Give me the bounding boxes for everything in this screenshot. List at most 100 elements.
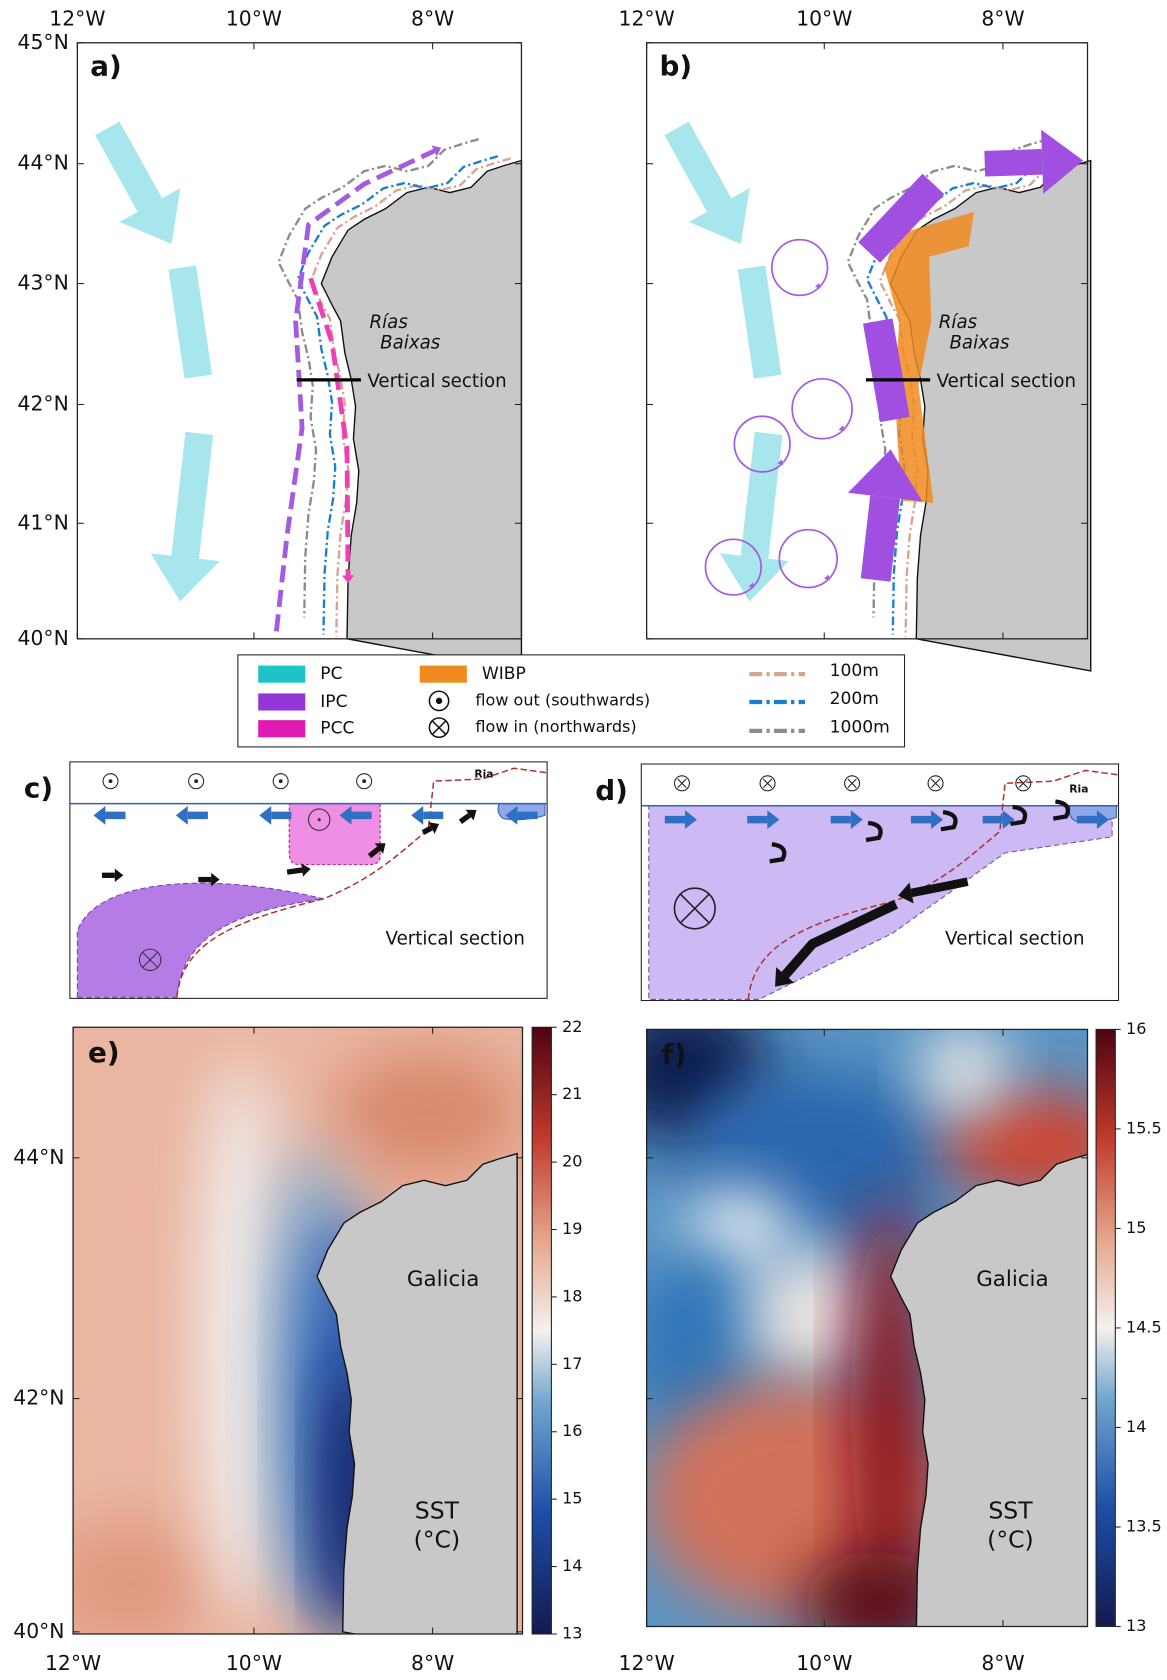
place-label: Galicia [407,1267,479,1292]
land [321,161,521,671]
lat-label: 42°N [13,1386,64,1410]
eddy-head [839,425,845,431]
legend-label: IPC [320,692,347,712]
lon-label: 12°W [45,1651,101,1675]
pc-arrow [107,128,150,205]
legend-label: 100m [830,661,879,681]
colorbar-tick-label: 20 [562,1152,582,1171]
lat-label: 41°N [18,510,69,534]
lon-label: 12°W [49,6,105,30]
flow-out-symbol [279,779,283,783]
lat-label: 43°N [18,271,69,295]
panel-label: c) [24,772,53,805]
colorbar-tick-label: 16 [1126,1019,1146,1038]
eddy-head [824,574,830,580]
lat-label: 42°N [18,391,69,415]
colorbar-tick-label: 14.5 [1126,1317,1162,1336]
pc-arrow [677,128,720,205]
ipc-arrow [878,321,895,419]
colorbar-tick-label: 13 [1126,1616,1146,1635]
pc-arrow [185,433,199,557]
lat-label: 44°N [18,151,69,175]
place-label: Ria [1069,783,1088,796]
legend-swatch [258,720,305,737]
colorbar-tick-label: 16 [562,1421,582,1440]
panel-label: e) [88,1036,120,1069]
colorbar-tick-label: 14 [562,1556,582,1575]
panel-label: f) [662,1038,687,1071]
panel-label: a) [90,49,121,82]
lon-label: 10°W [796,1651,852,1675]
legend-label: 200m [830,689,879,709]
flow-out-symbol [362,779,366,783]
flow-out-symbol [318,818,321,821]
colorbar-tick-label: 13.5 [1126,1516,1162,1535]
place-label: Ria [474,768,493,781]
colorbar-tick-label: 21 [562,1084,582,1103]
colorbar-tick-label: 22 [562,1017,582,1036]
colorbar-tick-label: 13 [562,1623,582,1642]
place-label: Galicia [976,1267,1048,1292]
legend-label: flow out (southwards) [475,690,650,709]
colorbar-tick-label: 15.5 [1126,1118,1162,1137]
place-label: (°C) [987,1525,1034,1553]
colorbar-tick-label: 19 [562,1219,582,1238]
lon-label: 8°W [411,6,454,30]
legend-swatch [258,666,305,683]
figure: 12°W 10°W 8°W 45°N 44°N 43°N 42°N 41°N 40°N a) Ría… [0,0,1167,1680]
lon-label: 12°W [619,1651,675,1675]
flow-out-symbol [194,779,198,783]
place-label: Vertical section [937,371,1076,392]
colorbar-tick-label: 15 [1126,1218,1146,1237]
lon-label: 8°W [411,1651,454,1675]
place-label: SST [415,1497,460,1525]
legend-label: flow in (northwards) [475,717,636,736]
place-label: Baixas [380,332,441,353]
legend-label: PC [320,664,342,684]
legend-swatch [420,666,467,683]
legend-label: PCC [320,719,354,739]
flow-out-symbol [109,779,113,783]
place-label: Vertical section [367,371,506,392]
legend-label: 1000m [830,718,890,738]
lon-label: 10°W [796,6,852,30]
place-label: Baixas [949,332,1010,353]
lat-label: 45°N [18,30,69,54]
lat-label: 44°N [13,1145,64,1169]
lon-label: 12°W [619,6,675,30]
sst-patch [43,1519,214,1647]
lat-label: 40°N [18,626,69,650]
ipc-arrow [876,497,886,580]
colorbar [1096,1029,1115,1626]
sst-patch [921,1027,1007,1113]
lon-label: 10°W [226,1651,282,1675]
colorbar-tick-label: 18 [562,1286,582,1305]
panel-label: b) [659,49,692,82]
sst-patch [332,1049,525,1177]
colorbar-tick-label: 14 [1126,1417,1146,1436]
place-label: Rías [369,312,408,333]
place-label: Vertical section [945,929,1084,950]
eddy-head [815,283,821,289]
lat-label: 40°N [13,1619,64,1643]
colorbar-tick-label: 15 [562,1489,582,1508]
legend-swatch [258,693,305,710]
pc-arrow [754,433,768,557]
place-label: Rías [939,312,978,333]
pc-arrow-head [151,553,220,601]
pc-arrow [182,268,198,377]
ipc-arrow [985,162,1042,164]
place-label: SST [988,1497,1033,1525]
legend-label: WIBP [482,664,526,684]
place-label: (°C) [414,1525,461,1553]
flow-arrow [287,870,302,872]
lon-label: 8°W [981,1651,1024,1675]
lon-label: 8°W [981,6,1024,30]
colorbar [532,1027,551,1634]
colorbar-tick-label: 17 [562,1354,582,1373]
pc-arrow [752,268,768,377]
lon-label: 10°W [226,6,282,30]
flow-out-symbol [436,698,442,704]
panel-label: d) [595,774,628,807]
place-label: Vertical section [386,929,525,950]
